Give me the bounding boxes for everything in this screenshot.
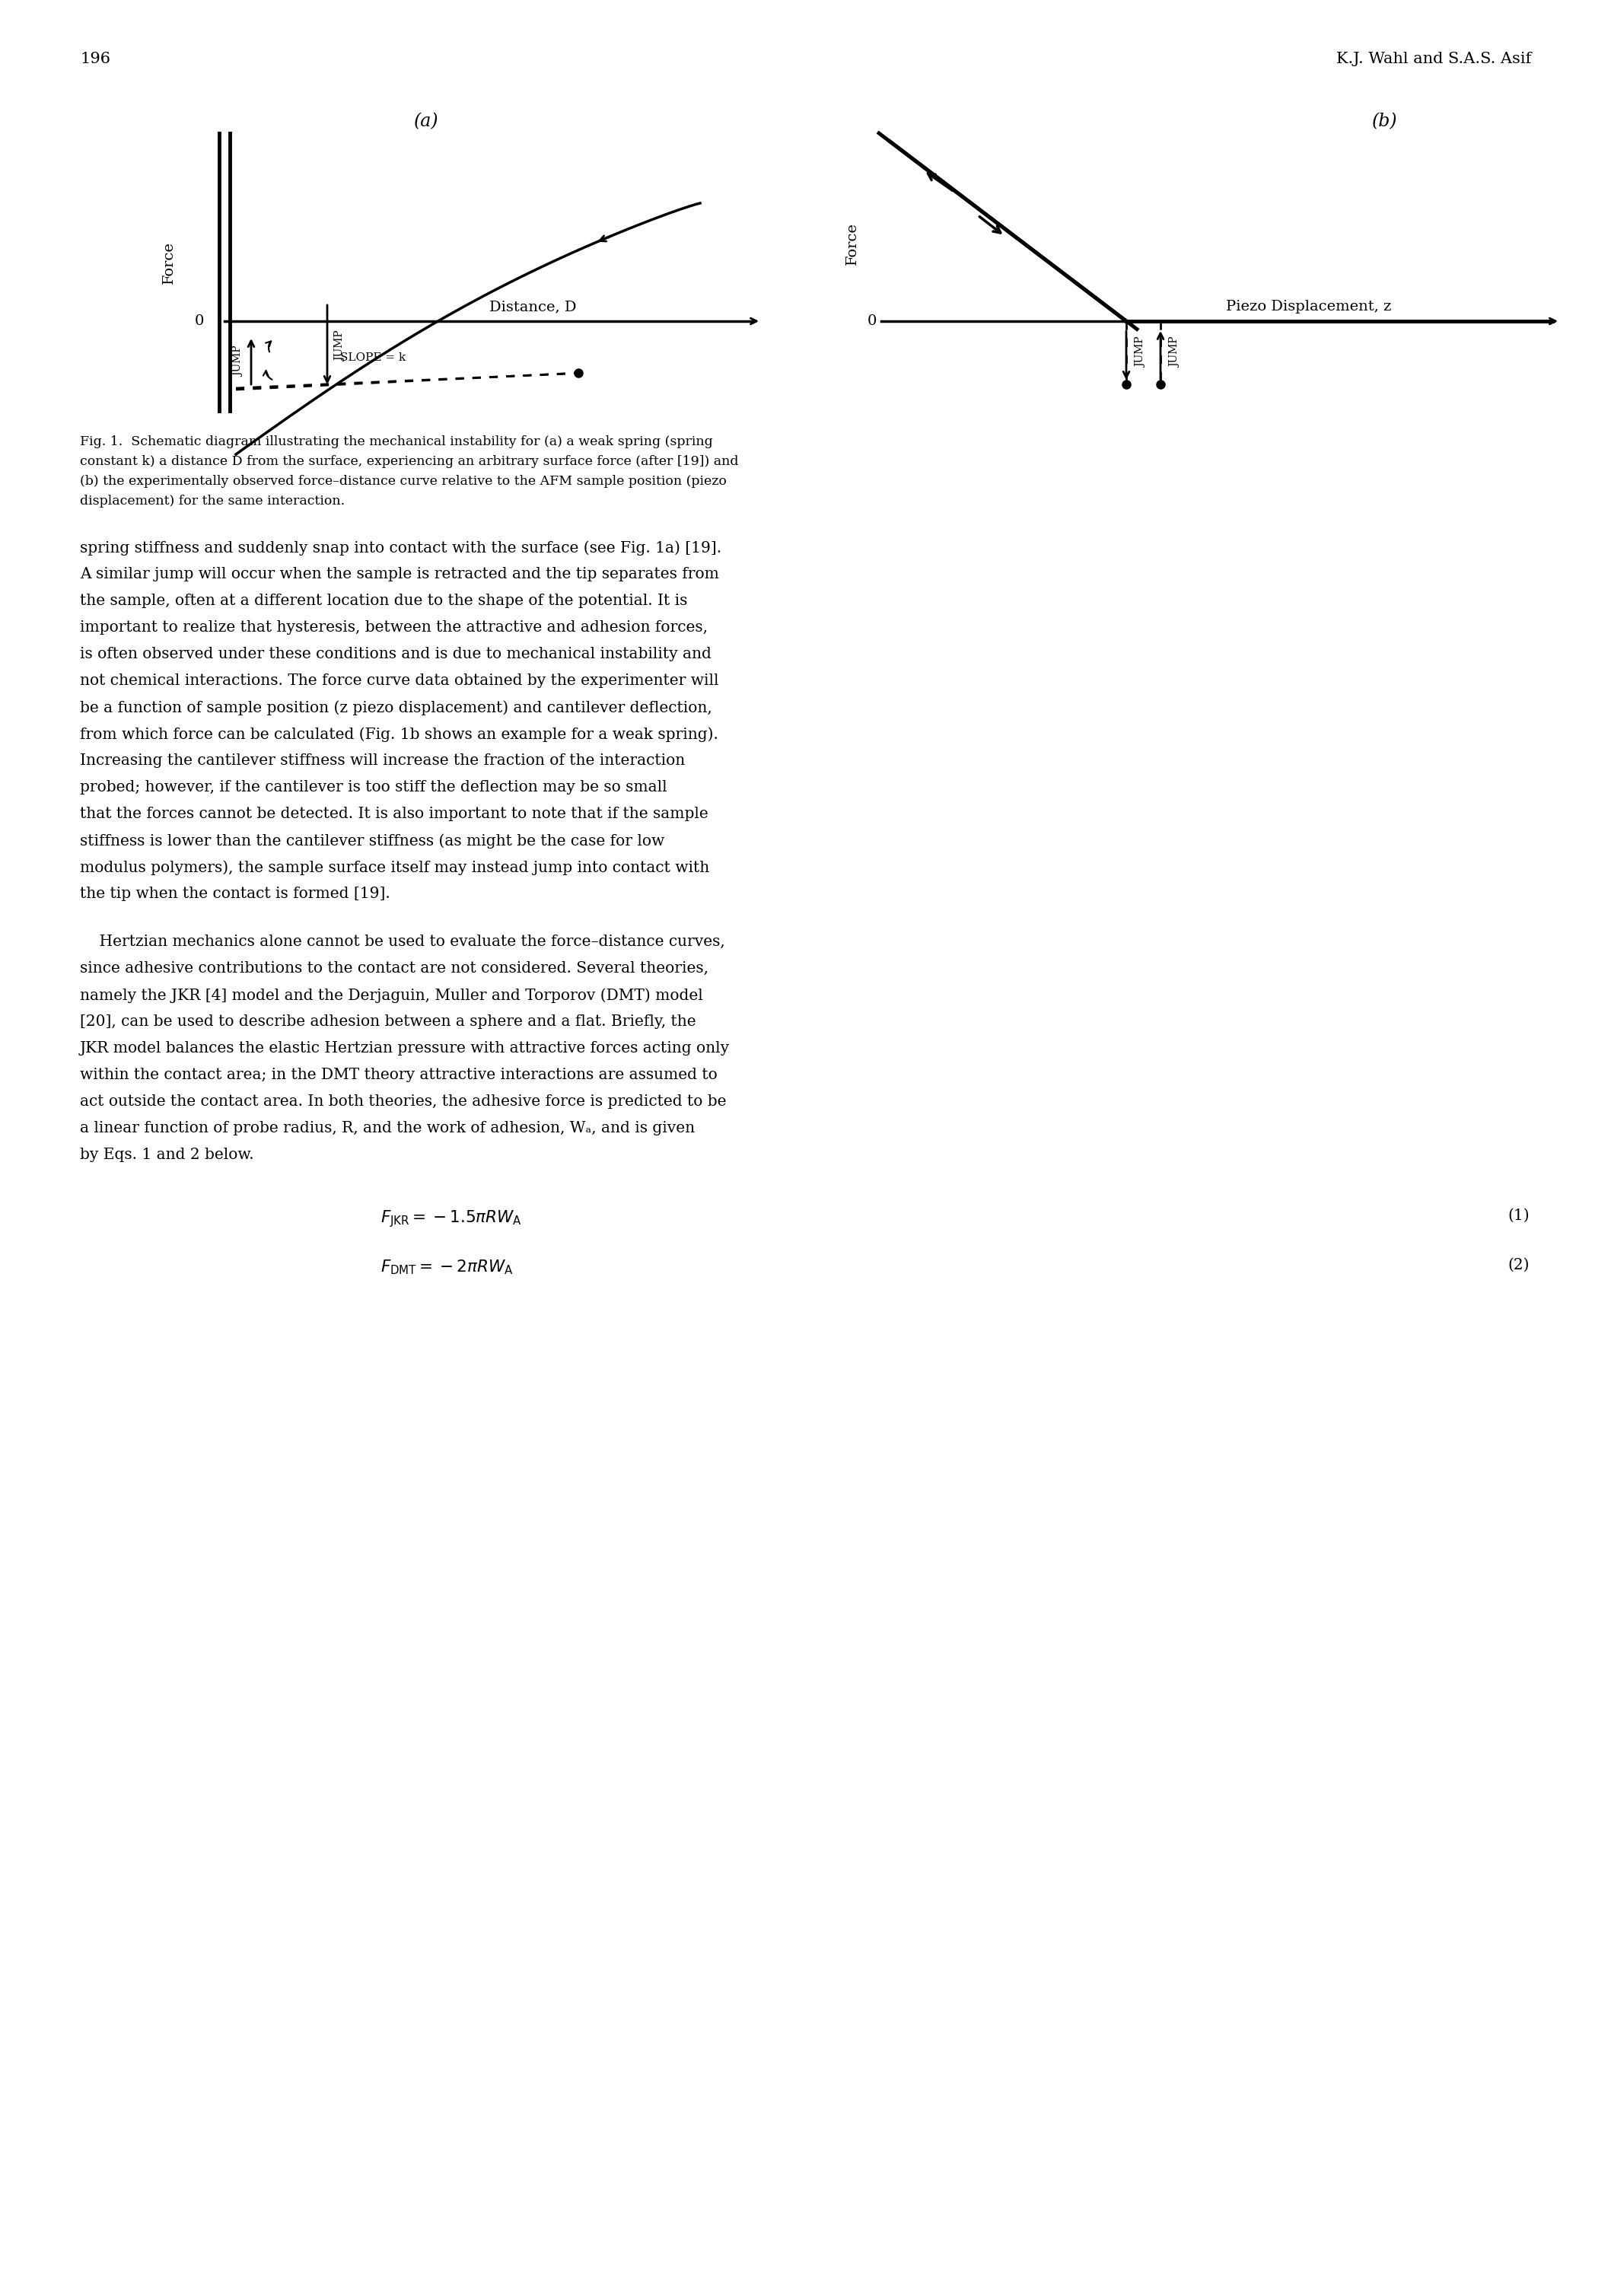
Text: important to realize that hysteresis, between the attractive and adhesion forces: important to realize that hysteresis, be…: [81, 620, 707, 634]
Text: probed; however, if the cantilever is too stiff the deflection may be so small: probed; however, if the cantilever is to…: [81, 781, 667, 794]
Text: (2): (2): [1508, 1258, 1529, 1272]
Text: K.J. Wahl and S.A.S. Asif: K.J. Wahl and S.A.S. Asif: [1336, 53, 1530, 67]
Text: SLOPE = k: SLOPE = k: [340, 351, 406, 363]
Text: (1): (1): [1508, 1208, 1529, 1224]
Text: [20], can be used to describe adhesion between a sphere and a flat. Briefly, the: [20], can be used to describe adhesion b…: [81, 1015, 696, 1029]
Text: from which force can be calculated (Fig. 1b shows an example for a weak spring).: from which force can be calculated (Fig.…: [81, 728, 719, 742]
Text: the tip when the contact is formed [19].: the tip when the contact is formed [19].: [81, 886, 390, 900]
Text: JKR model balances the elastic Hertzian pressure with attractive forces acting o: JKR model balances the elastic Hertzian …: [81, 1040, 730, 1056]
Text: $F_{\mathrm{DMT}} = -2\pi R W_{\mathrm{A}}$: $F_{\mathrm{DMT}} = -2\pi R W_{\mathrm{A…: [380, 1258, 514, 1277]
Text: is often observed under these conditions and is due to mechanical instability an: is often observed under these conditions…: [81, 647, 712, 661]
Text: (b): (b): [1373, 113, 1398, 131]
Text: Piezo Displacement, z: Piezo Displacement, z: [1226, 301, 1392, 315]
Text: stiffness is lower than the cantilever stiffness (as might be the case for low: stiffness is lower than the cantilever s…: [81, 833, 664, 847]
Text: Hertzian mechanics alone cannot be used to evaluate the force–distance curves,: Hertzian mechanics alone cannot be used …: [81, 934, 725, 948]
Text: that the forces cannot be detected. It is also important to note that if the sam: that the forces cannot be detected. It i…: [81, 806, 709, 822]
Text: JUMP: JUMP: [234, 347, 243, 377]
Text: JUMP: JUMP: [1136, 338, 1145, 367]
Text: 0: 0: [195, 315, 205, 328]
Text: Fig. 1.  Schematic diagram illustrating the mechanical instability for (a) a wea: Fig. 1. Schematic diagram illustrating t…: [81, 436, 712, 448]
Text: modulus polymers), the sample surface itself may instead jump into contact with: modulus polymers), the sample surface it…: [81, 861, 709, 875]
Text: by Eqs. 1 and 2 below.: by Eqs. 1 and 2 below.: [81, 1148, 255, 1162]
Text: namely the JKR [4] model and the Derjaguin, Muller and Torporov (DMT) model: namely the JKR [4] model and the Derjagu…: [81, 987, 702, 1003]
Text: JUMP: JUMP: [1170, 338, 1181, 367]
Text: 196: 196: [81, 53, 110, 67]
Text: since adhesive contributions to the contact are not considered. Several theories: since adhesive contributions to the cont…: [81, 962, 709, 976]
Text: not chemical interactions. The force curve data obtained by the experimenter wil: not chemical interactions. The force cur…: [81, 673, 719, 689]
Text: (b) the experimentally observed force–distance curve relative to the AFM sample : (b) the experimentally observed force–di…: [81, 475, 727, 487]
Text: constant k) a distance D from the surface, experiencing an arbitrary surface for: constant k) a distance D from the surfac…: [81, 455, 738, 468]
Text: be a function of sample position (z piezo displacement) and cantilever deflectio: be a function of sample position (z piez…: [81, 700, 712, 714]
Text: act outside the contact area. In both theories, the adhesive force is predicted : act outside the contact area. In both th…: [81, 1095, 727, 1109]
Text: Increasing the cantilever stiffness will increase the fraction of the interactio: Increasing the cantilever stiffness will…: [81, 753, 685, 767]
Text: Distance, D: Distance, D: [490, 301, 577, 315]
Text: A similar jump will occur when the sample is retracted and the tip separates fro: A similar jump will occur when the sampl…: [81, 567, 719, 581]
Text: a linear function of probe radius, R, and the work of adhesion, Wₐ, and is given: a linear function of probe radius, R, an…: [81, 1120, 694, 1137]
Text: (a): (a): [414, 113, 438, 131]
Text: $F_{\mathrm{JKR}} = -1.5\pi R W_{\mathrm{A}}$: $F_{\mathrm{JKR}} = -1.5\pi R W_{\mathrm…: [380, 1208, 522, 1228]
Text: within the contact area; in the DMT theory attractive interactions are assumed t: within the contact area; in the DMT theo…: [81, 1068, 717, 1081]
Text: Force: Force: [163, 241, 176, 285]
Text: the sample, often at a different location due to the shape of the potential. It : the sample, often at a different locatio…: [81, 595, 688, 608]
Text: spring stiffness and suddenly snap into contact with the surface (see Fig. 1a) [: spring stiffness and suddenly snap into …: [81, 540, 722, 556]
Text: JUMP: JUMP: [335, 331, 345, 363]
Text: 0: 0: [867, 315, 876, 328]
Text: Force: Force: [846, 223, 859, 264]
Text: displacement) for the same interaction.: displacement) for the same interaction.: [81, 494, 345, 507]
